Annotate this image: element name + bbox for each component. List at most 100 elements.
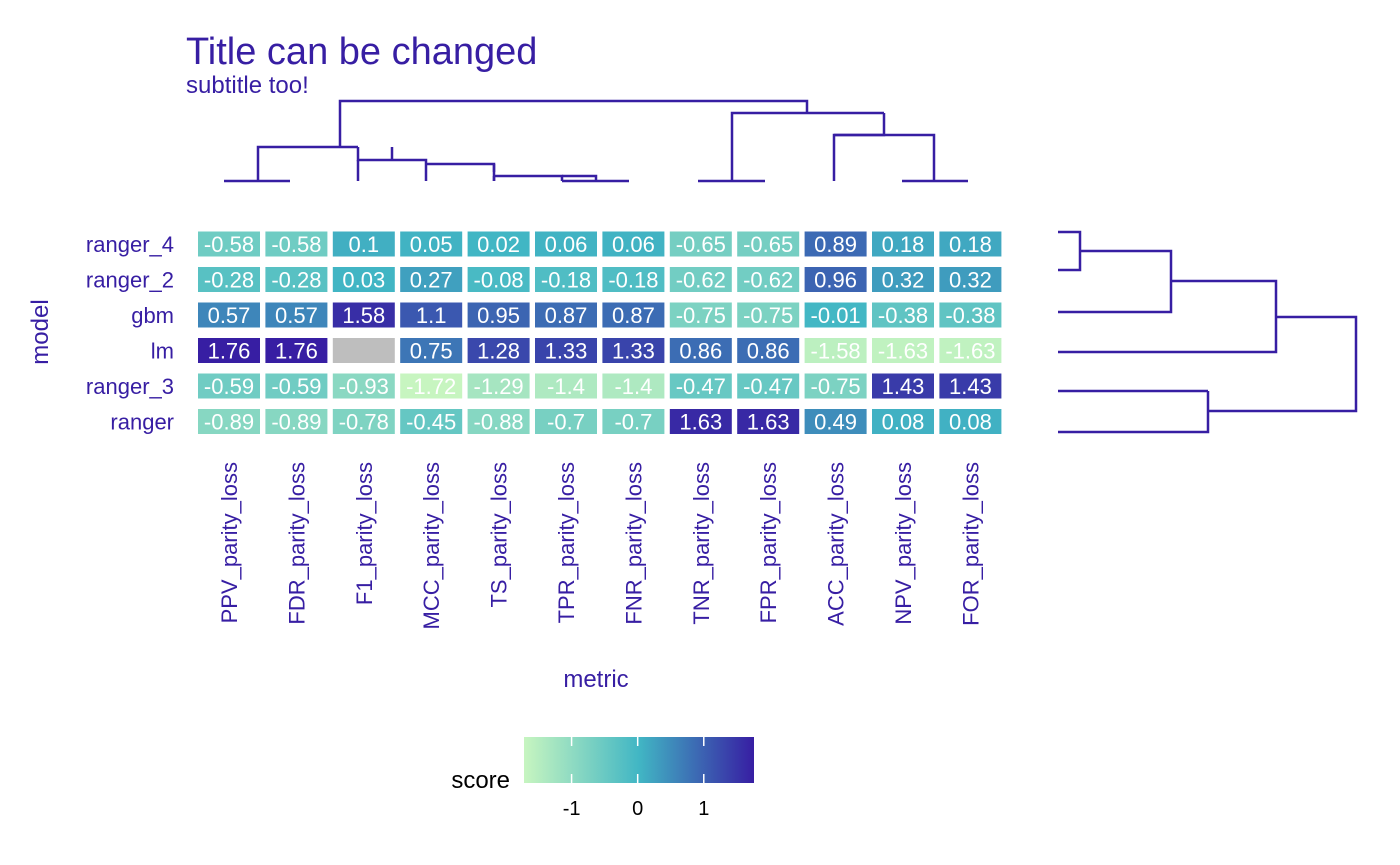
- cell-value-label: -0.58: [204, 232, 254, 257]
- cell-value-label: -0.89: [204, 410, 254, 435]
- heatmap-cell: [939, 338, 1002, 363]
- heatmap-cell: [265, 302, 328, 328]
- dendrogram-branch: [494, 174, 564, 181]
- cell-value-label: -0.08: [474, 268, 524, 293]
- y-axis-label: model: [27, 299, 54, 364]
- heatmap-cell: [872, 231, 934, 257]
- x-tick-label: F1_parity_loss: [352, 462, 377, 605]
- y-tick-label: ranger_2: [86, 268, 174, 293]
- cell-value-label: -1.4: [614, 374, 652, 399]
- cell-value-label: -0.47: [743, 374, 793, 399]
- legend-tick-label: 1: [698, 798, 709, 820]
- cell-value-label: -0.75: [743, 303, 793, 328]
- heatmap-cell: [400, 231, 463, 257]
- legend-colorbar: [524, 737, 754, 783]
- heatmap-cell: [535, 373, 597, 399]
- cell-value-label: -0.93: [339, 374, 389, 399]
- cell-value-label: 0.06: [612, 232, 655, 257]
- cell-value-label: 0.18: [949, 232, 992, 257]
- heatmap-cell: [737, 338, 800, 363]
- legend-tick-label: -1: [563, 798, 581, 820]
- cell-value-label: -0.38: [878, 303, 928, 328]
- cell-value-label: 1.28: [477, 339, 520, 364]
- x-tick-label: FOR_parity_loss: [958, 462, 983, 626]
- cell-value-label: -0.65: [676, 232, 726, 257]
- cell-value-label: -0.47: [676, 374, 726, 399]
- heatmap-cell: [332, 302, 395, 328]
- x-tick-label: FPR_parity_loss: [756, 462, 781, 623]
- heatmap-tiles: -0.58 -0.58 0.1 0.05 0.02 0.06 0.06 -0.65 -0.65 0…: [198, 231, 1002, 435]
- dendrogram-branch: [338, 99, 809, 147]
- x-tick-label: TS_parity_loss: [487, 462, 512, 608]
- heatmap-cell: [265, 373, 328, 399]
- x-tick-label: FDR_parity_loss: [284, 462, 309, 625]
- heatmap-cell: [939, 231, 1002, 257]
- heatmap-cell: [872, 409, 934, 434]
- heatmap-cell: [804, 338, 867, 363]
- heatmap-cell: [467, 373, 530, 399]
- heatmap-cell: [804, 373, 867, 399]
- cell-value-label: -0.58: [271, 232, 321, 257]
- heatmap-cell: [535, 338, 597, 363]
- heatmap-cell: [804, 302, 867, 328]
- cell-value-label: 0.57: [208, 303, 251, 328]
- cell-value-label: -0.78: [339, 410, 389, 435]
- cell-value-label: 0.89: [814, 232, 857, 257]
- y-tick-label: ranger_4: [86, 232, 174, 257]
- cell-value-label: 0.08: [882, 410, 925, 435]
- cell-value-label: 0.75: [410, 339, 453, 364]
- cell-value-label: 0.86: [747, 339, 790, 364]
- heatmap-cell: [535, 409, 597, 434]
- heatmap-cell: [400, 409, 463, 434]
- cell-value-label: 0.95: [477, 303, 520, 328]
- cell-value-label: 0.87: [545, 303, 588, 328]
- cell-value-label: -0.62: [743, 268, 793, 293]
- cell-value-label: 1.43: [949, 374, 992, 399]
- heatmap-cell: [602, 231, 665, 257]
- heatmap-cell: [737, 267, 800, 292]
- heatmap-cell: [467, 302, 530, 328]
- heatmap-cell: [265, 338, 328, 363]
- heatmap-cell: [198, 267, 260, 292]
- cell-value-label: -0.18: [608, 268, 658, 293]
- cell-value-label: 0.86: [679, 339, 722, 364]
- cell-value-label: -1.29: [474, 374, 524, 399]
- cell-value-label: -0.18: [541, 268, 591, 293]
- cell-value-label: 0.02: [477, 232, 520, 257]
- heatmap-cell: [669, 231, 732, 257]
- cell-value-label: -0.38: [945, 303, 995, 328]
- heatmap-cell: [804, 231, 867, 257]
- dendrogram-branch: [730, 111, 884, 181]
- heatmap-cell: [400, 338, 463, 363]
- heatmap-cell: [872, 373, 934, 399]
- legend-tick-label: 0: [632, 798, 643, 820]
- heatmap-cell: [400, 267, 463, 292]
- heatmap-cell: [602, 338, 665, 363]
- cell-value-label: 0.27: [410, 268, 453, 293]
- cell-value-label: -0.28: [271, 268, 321, 293]
- heatmap-cell: [332, 231, 395, 257]
- cell-value-label: 1.33: [612, 339, 655, 364]
- heatmap-cell: [332, 267, 395, 292]
- x-axis-ticks: PPV_parity_loss FDR_parity_loss F1_parity_…: [217, 462, 983, 630]
- heatmap-cell: [602, 302, 665, 328]
- heatmap-cell: [669, 409, 732, 434]
- heatmap-cell: [669, 267, 732, 292]
- x-tick-label: ACC_parity_loss: [824, 462, 849, 626]
- cell-value-label: 1.43: [882, 374, 925, 399]
- cell-value-label: 0.96: [814, 268, 857, 293]
- heatmap-cell: [535, 302, 597, 328]
- cell-value-label: 1.76: [275, 339, 318, 364]
- heatmap-cell: [467, 231, 530, 257]
- heatmap-cell: [737, 302, 800, 328]
- y-tick-label: ranger_3: [86, 374, 174, 399]
- cell-value-label: 1.63: [747, 410, 790, 435]
- cell-value-label: 0.1: [349, 232, 380, 257]
- dendrogram-branch: [1058, 249, 1173, 314]
- cell-value-label: 0.03: [342, 268, 385, 293]
- heatmap-cell: [265, 231, 328, 257]
- heatmap-cell: [198, 373, 260, 399]
- heatmap-cell: [737, 373, 800, 399]
- heatmap-cell: [737, 409, 800, 434]
